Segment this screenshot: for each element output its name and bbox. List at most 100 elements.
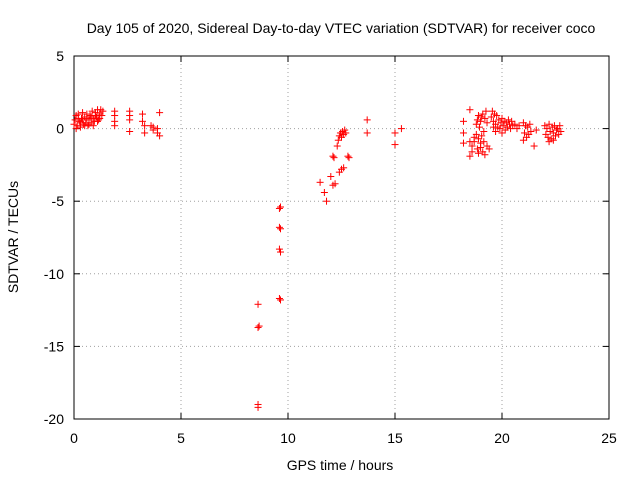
data-point-121	[474, 135, 482, 143]
data-point-39	[96, 114, 104, 122]
data-point-34	[74, 114, 82, 122]
data-point-106	[468, 148, 476, 156]
data-point-117	[481, 114, 489, 122]
data-point-113	[477, 117, 485, 125]
data-point-53	[149, 126, 157, 134]
data-point-157	[489, 123, 497, 131]
data-point-74	[323, 197, 331, 205]
data-point-65	[277, 203, 285, 211]
data-point-184	[556, 122, 564, 130]
data-points	[70, 106, 565, 411]
data-point-78	[329, 152, 337, 160]
data-point-109	[472, 120, 480, 128]
data-point-8	[79, 109, 87, 117]
data-point-3	[73, 122, 81, 130]
data-point-38	[91, 112, 99, 120]
data-point-94	[363, 116, 371, 124]
data-point-155	[515, 122, 523, 130]
data-point-174	[545, 120, 553, 128]
data-point-131	[480, 138, 488, 146]
x-tick-label-15: 15	[387, 430, 403, 446]
data-point-110	[473, 116, 481, 124]
data-point-114	[478, 113, 486, 121]
data-point-50	[141, 122, 149, 130]
data-point-115	[479, 110, 487, 118]
axis-ticks	[73, 55, 610, 420]
x-tick-label-20: 20	[494, 430, 510, 446]
data-point-169	[532, 126, 540, 134]
data-point-151	[508, 117, 516, 125]
data-point-116	[480, 128, 488, 136]
data-point-56	[156, 109, 164, 117]
data-point-98	[397, 125, 405, 133]
data-point-0	[70, 120, 78, 128]
data-point-93	[345, 154, 353, 162]
data-point-57	[156, 132, 164, 140]
x-tick-labels: 0 5 10 15 20 25	[70, 430, 617, 446]
data-point-125	[477, 143, 485, 151]
y-tick-label--20: -20	[44, 411, 64, 427]
data-point-66	[275, 223, 283, 231]
x-tick-label-0: 0	[70, 430, 78, 446]
data-point-99	[459, 117, 467, 125]
data-point-186	[545, 138, 553, 146]
data-point-118	[482, 107, 490, 115]
data-point-32	[89, 122, 97, 130]
data-point-123	[473, 145, 481, 153]
data-point-17	[88, 107, 96, 115]
data-point-36	[83, 114, 91, 122]
data-point-180	[552, 132, 559, 140]
data-point-92	[344, 152, 352, 160]
data-point-63	[254, 403, 262, 411]
data-point-124	[474, 149, 482, 157]
x-tick-label-25: 25	[601, 430, 617, 446]
data-point-90	[341, 126, 349, 134]
data-point-101	[459, 139, 467, 147]
y-tick-labels: 5 0 -5 -10 -15 -20	[44, 48, 64, 427]
data-point-181	[553, 126, 561, 134]
data-point-153	[511, 120, 519, 128]
data-point-173	[544, 133, 552, 141]
y-tick-label--5: -5	[52, 193, 65, 209]
data-point-84	[334, 136, 342, 144]
y-tick-label-5: 5	[56, 48, 64, 64]
data-point-160	[520, 129, 528, 137]
data-point-156	[492, 128, 500, 136]
data-point-75	[327, 173, 335, 181]
data-point-166	[527, 128, 535, 136]
data-point-59	[254, 300, 262, 308]
y-tick-label--15: -15	[44, 338, 64, 354]
data-point-67	[277, 225, 285, 233]
data-point-168	[530, 142, 538, 150]
plot-frame	[73, 55, 610, 420]
data-point-43	[111, 122, 119, 130]
data-point-37	[87, 113, 95, 121]
grid-lines	[74, 56, 609, 419]
data-point-68	[275, 245, 283, 253]
data-point-73	[320, 188, 328, 196]
data-point-91	[342, 129, 350, 137]
data-point-46	[126, 128, 134, 136]
data-point-158	[498, 129, 506, 137]
data-point-28	[72, 125, 80, 133]
chart-title: Day 105 of 2020, Sidereal Day-to-day VTE…	[87, 20, 596, 36]
data-point-137	[493, 112, 501, 120]
data-point-71	[277, 296, 285, 304]
data-point-30	[81, 122, 89, 130]
data-point-185	[557, 128, 565, 136]
data-point-108	[470, 138, 478, 146]
data-point-129	[485, 145, 493, 153]
data-point-100	[459, 129, 467, 137]
data-point-1	[71, 116, 79, 124]
data-point-111	[474, 112, 482, 120]
y-tick-label-0: 0	[56, 121, 64, 137]
data-point-48	[138, 110, 146, 118]
data-point-104	[466, 152, 474, 160]
data-point-70	[275, 294, 283, 302]
data-point-31	[85, 120, 93, 128]
data-point-102	[466, 106, 474, 114]
data-point-23	[95, 116, 103, 124]
data-point-120	[472, 130, 480, 138]
data-point-79	[330, 154, 338, 162]
